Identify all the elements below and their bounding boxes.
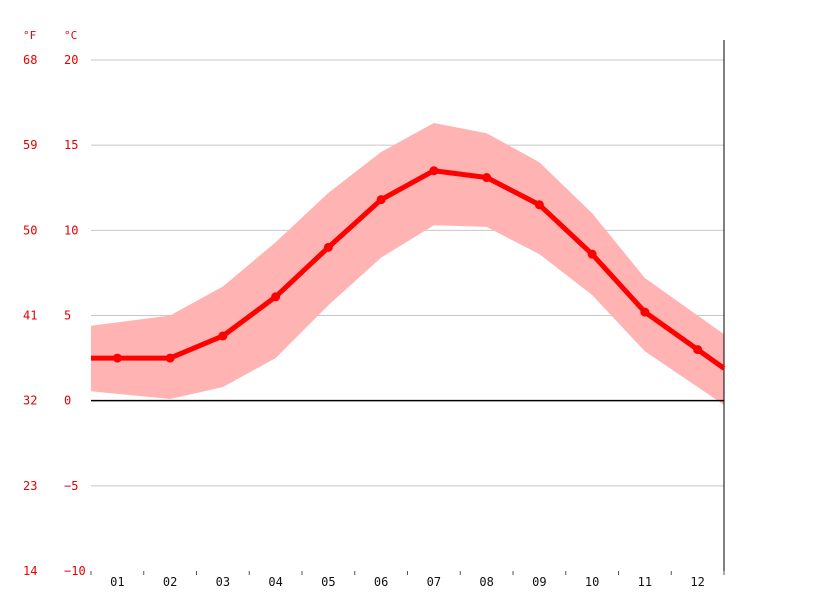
data-point: [640, 307, 650, 317]
y-tick-celsius: 20: [64, 53, 78, 67]
y-tick-fahrenheit: 59: [23, 138, 37, 152]
data-point: [218, 331, 228, 341]
data-point: [429, 166, 439, 176]
y-tick-fahrenheit: 41: [23, 309, 37, 323]
y-tick-celsius: −10: [64, 564, 86, 578]
x-tick-label: 01: [110, 575, 124, 589]
data-point: [482, 173, 492, 183]
y-tick-celsius: 5: [64, 309, 71, 323]
data-point: [271, 292, 281, 302]
data-point: [165, 353, 175, 363]
x-tick-label: 11: [638, 575, 652, 589]
x-tick-label: 06: [374, 575, 388, 589]
data-point: [534, 200, 544, 210]
x-tick-label: 04: [268, 575, 282, 589]
axis-layer: [90, 40, 725, 575]
x-tick-label: 10: [585, 575, 599, 589]
data-point: [112, 353, 122, 363]
data-point: [693, 345, 703, 355]
y-tick-celsius: 0: [64, 394, 71, 408]
x-tick-label: 07: [427, 575, 441, 589]
x-tick-label: 02: [163, 575, 177, 589]
y-tick-celsius: 10: [64, 223, 78, 237]
average-temperature-line: [91, 168, 726, 371]
y-tick-fahrenheit: 50: [23, 223, 37, 237]
temperature-range-band: [91, 123, 724, 405]
fahrenheit-unit-label: °F: [23, 29, 36, 42]
data-point: [323, 242, 333, 252]
y-tick-fahrenheit: 68: [23, 53, 37, 67]
line-layer: [91, 166, 726, 371]
x-tick-label: 09: [532, 575, 546, 589]
y-tick-fahrenheit: 32: [23, 394, 37, 408]
y-tick-celsius: −5: [64, 479, 78, 493]
data-point: [376, 195, 386, 205]
band-layer: [91, 123, 724, 405]
x-tick-label: 12: [690, 575, 704, 589]
data-point: [587, 249, 597, 259]
y-tick-fahrenheit: 14: [23, 564, 37, 578]
x-tick-label: 08: [479, 575, 493, 589]
y-tick-fahrenheit: 23: [23, 479, 37, 493]
label-layer: °F °C 68 20 59 15 50 10 41 5 32 0 23 −5 14 −10 01 02 03 0…: [23, 29, 705, 589]
x-tick-label: 05: [321, 575, 335, 589]
celsius-unit-label: °C: [64, 29, 77, 42]
x-tick-label: 03: [216, 575, 230, 589]
y-tick-celsius: 15: [64, 138, 78, 152]
